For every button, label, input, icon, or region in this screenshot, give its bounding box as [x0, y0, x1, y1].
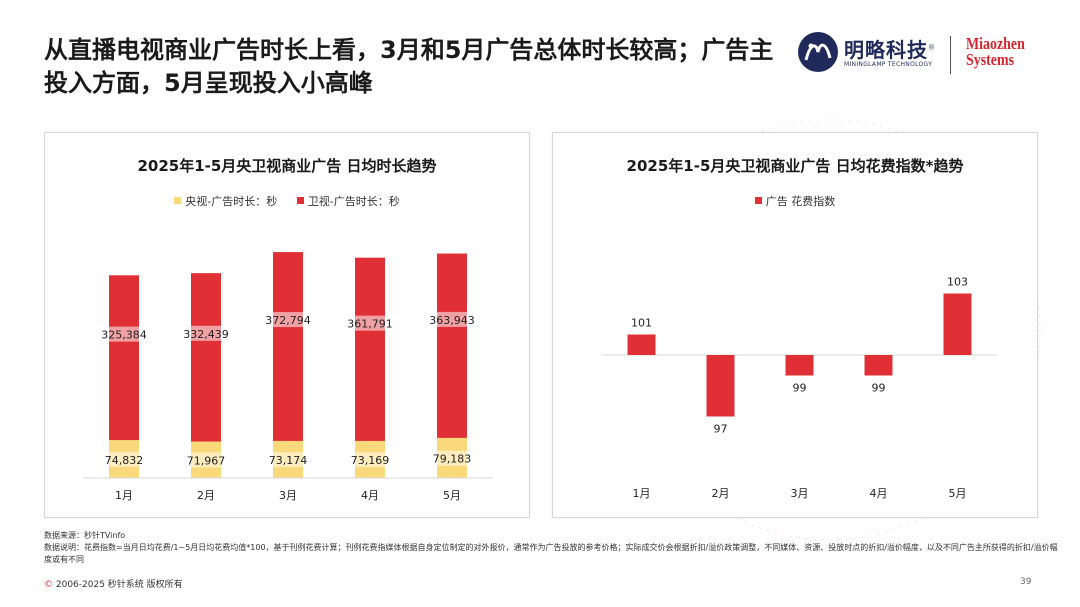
bar-satellite-4: [355, 257, 385, 441]
data-label-spend-index-2: 97: [714, 423, 728, 436]
bar-satellite-5: [437, 253, 467, 438]
duration-stacked-bar-chart: 325,384 74,832 1月 332,439 71,967 2月 372,794 73,…: [83, 252, 493, 502]
label-bg-satellite-3: [258, 312, 318, 328]
data-label-cctv-2: 71,967: [187, 455, 226, 468]
data-label-satellite-2: 332,439: [183, 328, 229, 341]
mininglamp-logo-cn: 明略科技®: [844, 38, 936, 62]
miaozhen-logo-line2: Systems: [966, 50, 1015, 69]
category-label-1: 1月: [633, 487, 651, 500]
legend-item-cctv: 央视-广告时长：秒: [174, 193, 277, 209]
page-title: 从直播电视商业广告时长上看，3月和5月广告总体时长较高；广告主投入方面，5月呈现…: [44, 36, 774, 97]
bar-satellite-1: [109, 275, 139, 441]
footnote-note: 数据说明：花费指数=当月日均花费/1~5月日均花费均值*100，基于刊例花费计算…: [44, 543, 1058, 564]
spend-index-bar-chart: 101 1月 97 2月 99 3月 99 4月 103 5月: [602, 276, 997, 500]
label-bg-cctv-4: [342, 452, 398, 468]
legend-swatch-cctv: [174, 197, 182, 204]
category-label-3: 3月: [279, 489, 297, 502]
bar-spend-index-5: [943, 293, 972, 355]
page-number: 39: [1020, 577, 1032, 587]
data-label-satellite-3: 372,794: [265, 314, 311, 327]
label-bg-cctv-5: [424, 450, 480, 466]
copyright: © 2006-2025 秒针系统 版权所有: [44, 580, 183, 590]
data-label-satellite-1: 325,384: [101, 329, 147, 342]
data-label-spend-index-4: 99: [872, 382, 886, 395]
data-label-cctv-3: 73,174: [269, 454, 308, 467]
data-label-cctv-4: 73,169: [351, 454, 390, 467]
spend-index-chart-title: 2025年1-5月央卫视商业广告 日均花费指数*趋势: [626, 157, 964, 175]
legend-swatch-spend-index: [754, 197, 762, 204]
legend-swatch-satellite: [296, 197, 304, 204]
duration-chart-legend: 央视-广告时长：秒 卫视-广告时长：秒: [45, 193, 529, 209]
miaozhen-logo: Miaozhen Systems: [966, 34, 1056, 69]
bar-spend-index-3: [785, 355, 814, 376]
category-label-2: 2月: [197, 489, 215, 502]
category-label-4: 4月: [361, 489, 379, 502]
category-label-1: 1月: [115, 489, 133, 502]
bar-spend-index-4: [864, 355, 893, 376]
category-label-5: 5月: [443, 489, 461, 502]
data-label-cctv-5: 79,183: [433, 453, 472, 466]
data-label-satellite-5: 363,943: [429, 314, 475, 327]
spend-index-chart-panel: 2025年1-5月央卫视商业广告 日均花费指数*趋势 广告 花费指数 101 1月…: [552, 132, 1038, 518]
logo-divider: [950, 36, 951, 74]
spend-index-chart-legend: 广告 花费指数: [553, 193, 1037, 209]
category-label-4: 4月: [870, 487, 888, 500]
category-label-2: 2月: [712, 487, 730, 500]
footnote-source: 数据来源：秒针TVinfo: [44, 531, 126, 540]
label-bg-satellite-5: [422, 311, 482, 327]
label-bg-satellite-2: [176, 325, 236, 341]
mininglamp-logo: 明略科技® MININGLAMP TECHNOLOGY: [796, 30, 956, 78]
bar-satellite-3: [273, 252, 303, 441]
mininglamp-mark-icon: [798, 32, 838, 72]
miaozhen-logo-line1: Miaozhen: [966, 34, 1025, 53]
label-bg-cctv-1: [96, 451, 152, 467]
mininglamp-logo-en: MININGLAMP TECHNOLOGY: [844, 61, 933, 68]
data-label-spend-index-3: 99: [793, 382, 807, 395]
duration-chart-panel: 2025年1-5月央卫视商业广告 日均时长趋势 央视-广告时长：秒 卫视-广告时…: [44, 132, 530, 518]
data-label-spend-index-5: 103: [947, 276, 968, 289]
category-label-3: 3月: [791, 487, 809, 500]
data-label-spend-index-1: 101: [631, 317, 652, 330]
bar-satellite-2: [191, 273, 221, 442]
label-bg-cctv-2: [178, 452, 234, 468]
footnote: 数据来源：秒针TVinfo 数据说明：花费指数=当月日均花费/1~5月日均花费均…: [44, 530, 1064, 566]
data-label-cctv-1: 74,832: [105, 454, 144, 467]
data-label-satellite-4: 361,791: [347, 318, 393, 331]
legend-item-spend-index: 广告 花费指数: [754, 193, 835, 209]
label-bg-satellite-1: [94, 326, 154, 342]
bar-spend-index-1: [627, 334, 656, 355]
bar-spend-index-2: [706, 355, 735, 417]
legend-item-satellite: 卫视-广告时长：秒: [296, 193, 400, 209]
duration-chart-title: 2025年1-5月央卫视商业广告 日均时长趋势: [137, 157, 437, 175]
label-bg-cctv-3: [260, 452, 316, 468]
category-label-5: 5月: [949, 487, 967, 500]
label-bg-satellite-4: [340, 315, 400, 331]
